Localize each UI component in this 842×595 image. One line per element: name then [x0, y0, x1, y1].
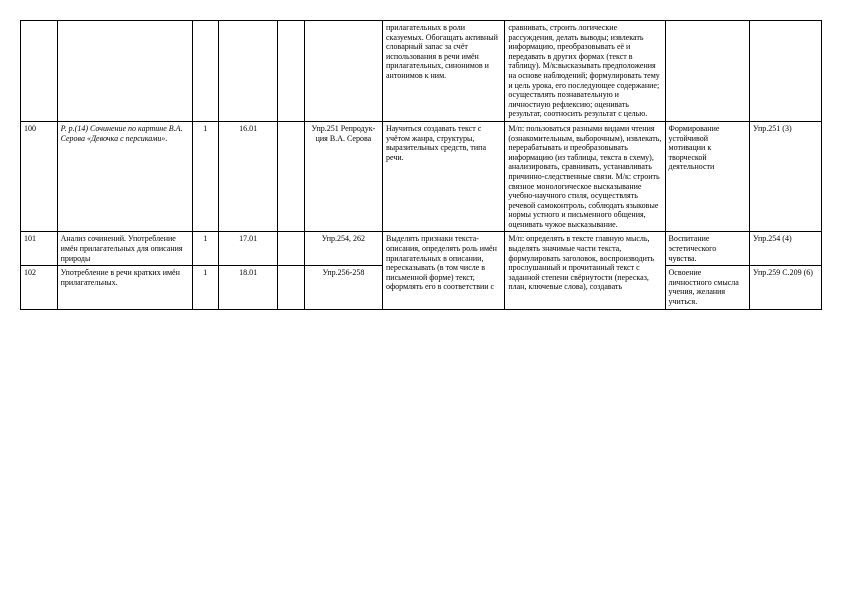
cell-material: Упр.251 Репродук-ция В.А. Серова [304, 121, 382, 232]
cell-blank [278, 21, 304, 122]
cell-num [21, 21, 58, 122]
cell-hours: 1 [192, 121, 218, 232]
cell-goal: Научиться создавать текст с учётом жанра… [383, 121, 505, 232]
cell-hw: Упр.251 (3) [750, 121, 822, 232]
cell-result: сравнивать, строить логические рассужден… [505, 21, 665, 122]
cell-hours [192, 21, 218, 122]
cell-blank [278, 232, 304, 266]
cell-result: М/п: определять в тексте главную мысль, … [505, 232, 665, 309]
cell-blank [278, 121, 304, 232]
cell-hw: Упр.254 (4) [750, 232, 822, 266]
table-row: 100 Р. р.(14) Сочинение по картине В.А. … [21, 121, 822, 232]
table-row: 101 Анализ сочинений. Употребление имён … [21, 232, 822, 266]
cell-personal: Формирование устойчивой мотивации к твор… [665, 121, 750, 232]
cell-date: 16.01 [219, 121, 278, 232]
cell-num: 100 [21, 121, 58, 232]
cell-material: Упр.254, 262 [304, 232, 382, 266]
cell-hw: Упр.259 С.209 (6) [750, 266, 822, 309]
cell-goal: прилагательных в роли сказуемых. Обогаща… [383, 21, 505, 122]
cell-material [304, 21, 382, 122]
cell-hours: 1 [192, 266, 218, 309]
cell-hours: 1 [192, 232, 218, 266]
cell-date [219, 21, 278, 122]
table-row: прилагательных в роли сказуемых. Обогаща… [21, 21, 822, 122]
cell-topic [57, 21, 192, 122]
cell-goal: Выделять признаки текста-описания, опред… [383, 232, 505, 309]
cell-personal [665, 21, 750, 122]
cell-date: 17.01 [219, 232, 278, 266]
cell-num: 102 [21, 266, 58, 309]
cell-topic: Употребление в речи кратких имён прилага… [57, 266, 192, 309]
cell-topic: Анализ сочинений. Употребление имён прил… [57, 232, 192, 266]
lesson-plan-table: прилагательных в роли сказуемых. Обогаща… [20, 20, 822, 310]
cell-date: 18.01 [219, 266, 278, 309]
cell-material: Упр.256-258 [304, 266, 382, 309]
cell-personal: Воспитание эстетического чувства. [665, 232, 750, 266]
cell-num: 101 [21, 232, 58, 266]
cell-blank [278, 266, 304, 309]
cell-topic: Р. р.(14) Сочинение по картине В.А. Серо… [57, 121, 192, 232]
cell-hw [750, 21, 822, 122]
cell-personal: Освоение личностного смысла учения, жела… [665, 266, 750, 309]
cell-result: М/п: пользоваться разными видами чтения … [505, 121, 665, 232]
